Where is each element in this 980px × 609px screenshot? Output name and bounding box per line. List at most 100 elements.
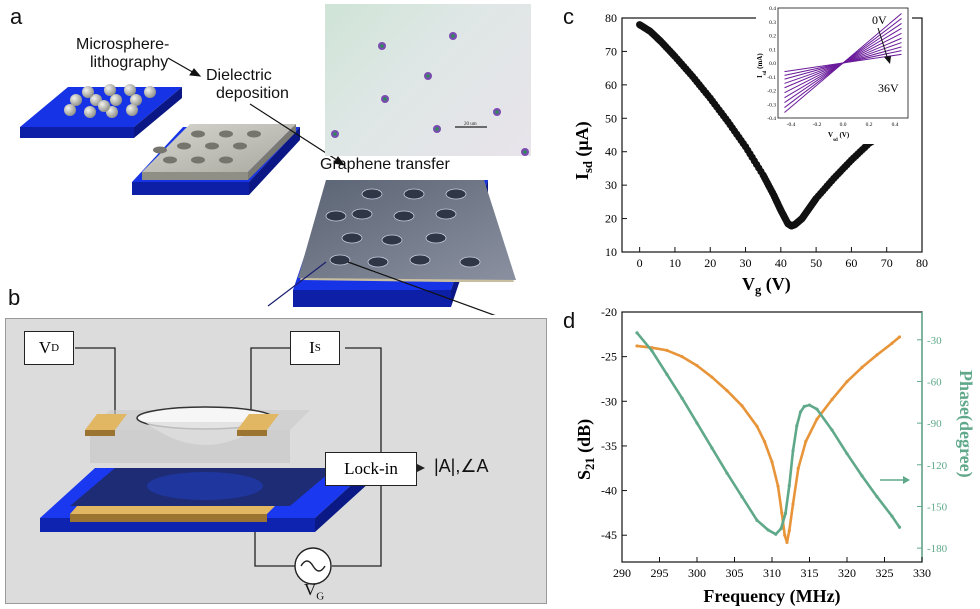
phase-point [783,511,788,515]
s21-point [785,540,789,544]
x-tick-label: 0 [637,256,643,270]
hole [191,130,205,138]
hole [233,142,247,150]
step-lithography-line2: lithography [90,54,169,71]
s21-point [710,375,714,379]
x-tick-label: 295 [651,566,669,580]
inset-label-0v: 0V [872,13,887,27]
inset-y-tick-label: -0.2 [767,89,776,95]
hole [393,210,415,222]
inset-x-axis-label: Vsd (V) [828,131,850,143]
phase-curve [635,331,901,536]
gate-electrode [70,506,275,514]
y2-tick-label: -180 [927,543,948,555]
inset-x-tick-label: 0.0 [840,122,847,128]
inset-y-tick-label: -0.4 [767,116,776,122]
y-tick-label: 40 [605,145,617,159]
is-subscript: S [314,342,321,354]
circuit-panel [5,318,547,604]
inset-background [756,6,912,144]
is-label: I [309,338,315,357]
s21-point [665,348,669,352]
s21-point [804,439,808,444]
step-dielectric-line1: Dielectric [206,67,272,84]
s21-point [830,397,834,402]
substrate-step1 [20,87,182,138]
s21-point [695,363,699,368]
microsphere [124,84,136,96]
inset-y-tick-label: -0.3 [767,102,776,108]
step-lithography-label: Microsphere- lithography [76,36,169,72]
y-tick-label: 10 [605,245,617,259]
vg-label: V [304,580,317,599]
dielectric-holes [153,130,261,164]
y2-tick-label: -90 [927,418,942,430]
micrograph-well-center [451,34,455,38]
hole [153,146,167,154]
s21-point [815,417,819,421]
s21-point [845,380,849,384]
inset-y-tick-label: 0.3 [769,20,776,26]
source-electrode [237,414,279,430]
inset-x-tick-label: 0.4 [892,122,899,128]
hole [163,156,177,164]
phase-point [791,449,795,453]
phase-point [665,372,669,377]
fabrication-illustration [20,57,516,315]
hole [459,256,481,268]
hole [381,234,403,246]
microsphere [64,104,76,116]
circuit-diagram [40,347,425,585]
micrograph-well-center [380,44,384,48]
inset-x-tick-label: -0.4 [787,122,796,128]
hole [247,130,261,138]
microsphere [144,86,156,98]
hole [219,130,233,138]
phase-point [635,331,639,335]
vd-label: V [38,338,52,357]
y-tick-label: -35 [601,439,617,453]
s21-point [796,466,800,470]
s21-point [776,484,780,488]
hole [445,188,467,200]
microspheres [64,84,156,118]
s21-curve [636,336,901,544]
substrate-step2 [132,124,300,195]
phase-point [845,452,849,456]
s21-point [897,335,902,339]
phase-point [710,446,714,450]
graphene-holes [325,188,481,268]
microsphere [110,94,122,106]
y-axis-label: S21 (dB) [574,419,597,480]
y2-tick-label: -120 [927,460,948,472]
inset-iv-curve [784,53,902,73]
inset-x-tick-label: -0.2 [813,122,822,128]
x-tick-label: 40 [775,256,787,270]
x-tick-label: 60 [845,256,857,270]
y2-tick-label: -60 [927,376,942,388]
step-graphene-label: Graphene transfer [320,156,450,173]
hole [403,188,425,200]
s21-point [770,460,774,464]
s21-point [780,511,784,515]
panel-label-b: b [8,285,21,310]
scale-bar-label: 20 um [464,122,477,127]
phase-point [650,349,654,353]
y2-tick-label: -150 [927,501,948,513]
y-axis-label: Isd (μA) [572,121,595,180]
micrograph-well-center [523,150,527,154]
y-tick-label: -30 [601,394,617,408]
gate-voltage-label: VG [304,580,324,602]
phase-point [860,474,864,478]
inset-y-tick-label: 0.2 [769,34,776,40]
micrograph-well-center [495,110,499,114]
s21-point [725,388,729,393]
hole [409,254,431,266]
micrograph-well-center [383,97,387,101]
vd-subscript: D [51,342,60,354]
microsphere [130,94,142,106]
step-dielectric-label: Dielectric deposition [206,67,289,103]
x-tick-label: 315 [801,566,819,580]
x-tick-label: 30 [740,256,752,270]
